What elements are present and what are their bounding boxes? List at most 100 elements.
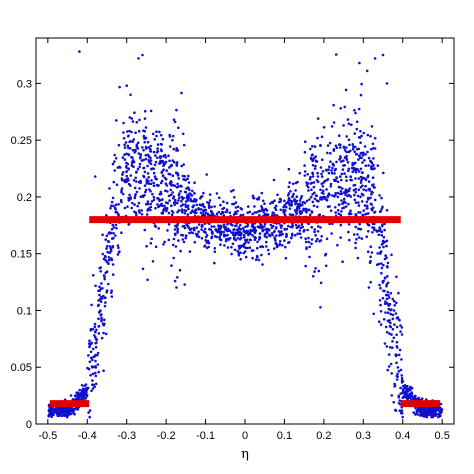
scatter-point	[280, 224, 284, 227]
scatter-point	[186, 177, 189, 180]
scatter-point	[99, 300, 103, 303]
scatter-point	[128, 193, 131, 197]
scatter-point	[321, 158, 324, 161]
scatter-point	[324, 253, 327, 257]
y-axis-ticks: 0 0.05 0.1 0.15 0.2 0.25 0.3	[11, 78, 454, 431]
scatter-point	[200, 228, 203, 231]
scatter-point	[370, 251, 374, 254]
scatter-point	[135, 190, 139, 194]
scatter-point	[288, 207, 292, 210]
scatter-point	[108, 245, 112, 248]
scatter-point	[362, 131, 366, 135]
scatter-point	[274, 208, 278, 211]
scatter-point	[188, 192, 192, 195]
scatter-point	[141, 53, 144, 57]
scatter-point	[150, 179, 153, 182]
scatter-point	[327, 192, 331, 195]
scatter-point	[324, 198, 328, 201]
scatter-point	[287, 192, 291, 195]
scatter-point	[400, 333, 404, 336]
scatter-point	[394, 408, 397, 412]
scatter-point	[332, 149, 336, 152]
scatter-point	[299, 197, 303, 200]
scatter-point	[236, 209, 239, 213]
scatter-point	[356, 233, 359, 236]
y-tick-label: 0.1	[17, 305, 32, 317]
scatter-point	[149, 182, 153, 186]
scatter-point	[438, 406, 442, 410]
scatter-point	[112, 180, 116, 184]
scatter-point	[383, 289, 386, 293]
scatter-point	[347, 230, 350, 234]
scatter-point	[142, 166, 146, 170]
scatter-point	[172, 237, 176, 241]
scatter-point	[310, 242, 313, 245]
scatter-point	[91, 372, 95, 376]
scatter-point	[372, 228, 376, 232]
scatter-point	[146, 164, 149, 168]
scatter-point	[426, 411, 430, 415]
scatter-point	[170, 209, 174, 213]
scatter-point	[353, 198, 357, 202]
scatter-point	[281, 232, 284, 236]
scatter-point	[125, 84, 128, 87]
scatter-point	[100, 319, 103, 323]
scatter-point	[103, 275, 106, 279]
scatter-point	[380, 196, 383, 200]
scatter-point	[152, 181, 155, 185]
scatter-point	[324, 264, 328, 268]
scatter-point	[213, 250, 217, 253]
scatter-point	[251, 249, 255, 252]
scatter-point	[298, 232, 302, 235]
scatter-point	[136, 141, 140, 145]
scatter-point	[133, 111, 136, 114]
scatter-point	[309, 175, 312, 179]
scatter-point	[399, 392, 403, 395]
scatter-point	[154, 245, 158, 249]
scatter-point	[134, 149, 137, 153]
scatter-point	[222, 206, 226, 210]
scatter-point	[370, 161, 374, 165]
scatter-point	[370, 184, 374, 187]
scatter-point	[197, 223, 201, 226]
scatter-point	[309, 147, 312, 151]
scatter-point	[149, 208, 152, 212]
scatter-point	[181, 238, 185, 241]
scatter-point	[144, 147, 148, 150]
scatter-point	[104, 332, 108, 336]
scatter-point	[400, 358, 403, 361]
scatter-point	[132, 138, 136, 141]
scatter-point	[133, 196, 137, 200]
scatter-point	[127, 196, 130, 200]
scatter-point	[303, 201, 307, 205]
scatter-point	[400, 377, 404, 380]
scatter-point	[248, 246, 252, 249]
scatter-point	[238, 238, 242, 241]
scatter-point	[378, 283, 381, 287]
scatter-point	[285, 205, 288, 209]
scatter-point	[89, 356, 93, 360]
scatter-point	[310, 225, 314, 229]
scatter-point	[224, 210, 228, 214]
scatter-point	[426, 408, 429, 412]
scatter-point	[399, 368, 403, 372]
scatter-point	[188, 250, 192, 253]
scatter-point	[352, 168, 356, 172]
scatter-point	[256, 240, 259, 244]
scatter-point	[204, 235, 208, 239]
scatter-point	[233, 236, 236, 239]
scatter-point	[265, 209, 269, 212]
scatter-point	[131, 148, 135, 152]
scatter-point	[406, 384, 409, 388]
scatter-point	[200, 195, 204, 198]
scatter-point	[395, 325, 399, 329]
scatter-point	[277, 230, 281, 233]
scatter-point	[94, 359, 97, 363]
scatter-point	[186, 198, 190, 201]
scatter-point	[351, 163, 354, 167]
scatter-point	[121, 156, 125, 159]
scatter-point	[143, 184, 147, 187]
scatter-point	[401, 415, 405, 419]
scatter-point	[373, 147, 377, 150]
scatter-point	[369, 159, 372, 163]
